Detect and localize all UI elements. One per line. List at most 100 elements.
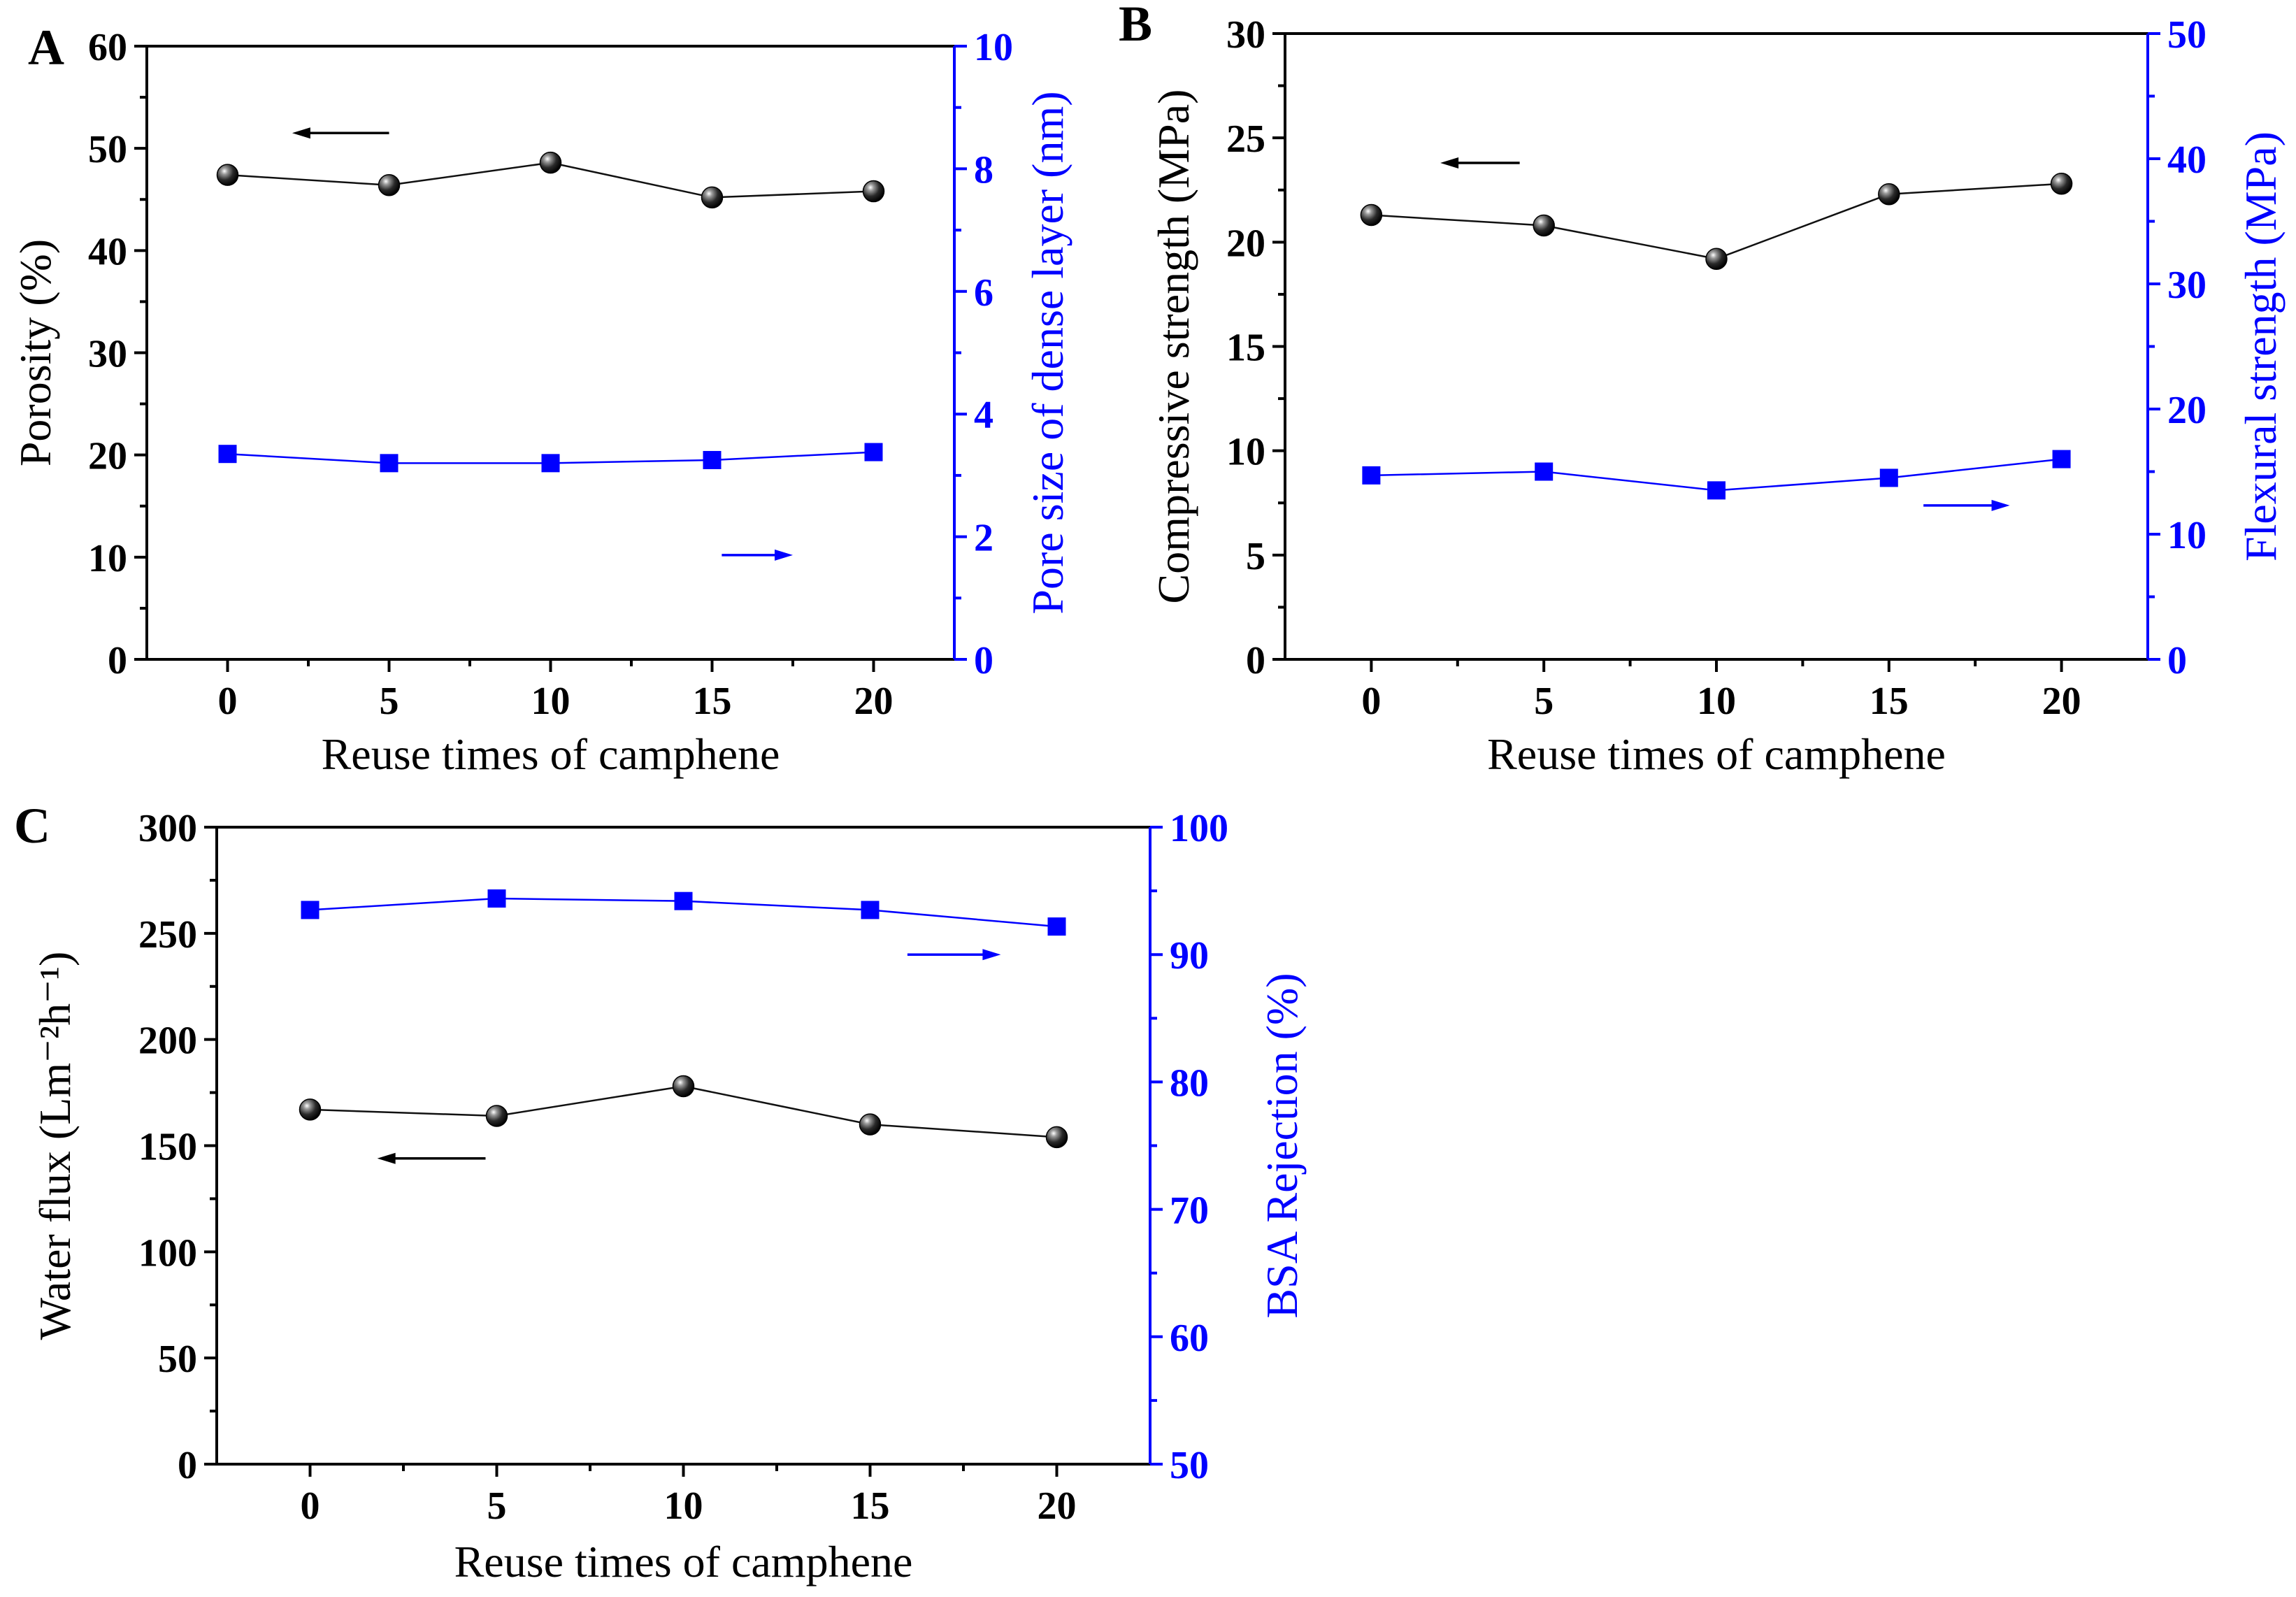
right-y-tick-label: 20	[2167, 389, 2207, 432]
right-y-tick-label: 90	[1170, 934, 1209, 977]
left-y-tick-label: 150	[138, 1126, 197, 1169]
data-point-square	[380, 454, 399, 473]
data-point-sphere	[539, 151, 562, 174]
x-tick-label: 0	[301, 1484, 320, 1528]
right-y-tick-label: 6	[974, 271, 993, 315]
arrow-head-left	[1440, 157, 1459, 169]
panel-b: B 0 5 10 15 20 0 5 10 15 20 25 30 0 10 20 30 40 50 Reuse ti…	[1119, 0, 2286, 779]
right-y-tick-label: 40	[2167, 138, 2207, 182]
left-y-tick-label: 5	[1246, 535, 1265, 578]
right-y-tick-label: 100	[1170, 807, 1228, 850]
data-point-square	[864, 443, 883, 461]
x-tick-label: 5	[1534, 680, 1554, 723]
right-y-tick-label: 0	[2167, 639, 2187, 682]
x-tick-label: 10	[664, 1484, 703, 1528]
data-point-square	[703, 450, 722, 469]
arrow-head-right	[775, 549, 793, 561]
data-point-square	[1879, 468, 1898, 487]
data-point-sphere	[1360, 203, 1383, 227]
data-point-square	[2052, 450, 2071, 468]
right-y-tick-label: 2	[974, 517, 993, 560]
data-point-sphere	[2050, 173, 2073, 195]
series-line-left	[1371, 182, 2062, 260]
x-tick-label: 20	[854, 680, 894, 723]
right-y-tick-label: 70	[1170, 1189, 1209, 1233]
right-y-axis-title: Pore size of dense layer (nm)	[1023, 91, 1072, 614]
left-y-tick-label: 0	[178, 1444, 197, 1487]
left-y-tick-label: 25	[1226, 117, 1265, 161]
left-y-tick-label: 100	[138, 1231, 197, 1275]
left-y-tick-label: 50	[158, 1338, 197, 1381]
data-point-sphere	[1705, 248, 1728, 270]
panel-c: C0 5 10 15 200501001502002503005060708090100…	[14, 798, 1307, 1587]
left-y-tick-label: 50	[88, 128, 127, 171]
x-tick-label: 15	[1870, 680, 1909, 723]
arrow-head-right	[1991, 499, 2010, 511]
left-y-tick-label: 300	[138, 807, 197, 850]
right-y-tick-label: 8	[974, 148, 993, 192]
x-tick-label: 5	[487, 1484, 507, 1528]
left-y-tick-label: 20	[1226, 222, 1265, 265]
panel-letter: A	[28, 20, 64, 76]
left-y-tick-label: 0	[1246, 639, 1265, 682]
panel-a: A 0 5 10 15 20 0 10 20 30 40 50 60 0 2 4 6 8 10 Reuse times…	[10, 20, 1072, 779]
data-point-sphere	[378, 174, 401, 196]
right-y-axis-title: Flexural strength (MPa)	[2236, 131, 2286, 561]
data-point-sphere	[672, 1075, 695, 1098]
left-y-axis-title: Porosity (%)	[10, 239, 60, 466]
left-y-axis-title: Compressive strength (MPa)	[1149, 89, 1198, 604]
right-y-tick-label: 10	[974, 26, 1013, 69]
x-tick-label: 10	[531, 680, 571, 723]
left-y-tick-label: 15	[1226, 327, 1265, 370]
x-tick-label: 15	[851, 1484, 890, 1528]
data-point-square	[218, 445, 237, 464]
data-point-sphere	[216, 164, 239, 186]
data-point-square	[861, 901, 880, 919]
data-point-square	[487, 889, 506, 908]
data-point-sphere	[1878, 182, 1900, 206]
x-tick-label: 0	[1361, 680, 1381, 723]
data-point-square	[301, 901, 320, 919]
x-tick-label: 20	[1038, 1484, 1077, 1528]
right-y-tick-label: 50	[2167, 13, 2207, 57]
arrow-head-left	[292, 127, 310, 139]
left-y-tick-label: 200	[138, 1019, 197, 1063]
data-point-square	[541, 454, 560, 473]
data-point-sphere	[1533, 214, 1555, 237]
panel-letter: B	[1119, 0, 1152, 52]
x-tick-label: 10	[1697, 680, 1736, 723]
data-point-sphere	[859, 1113, 882, 1136]
right-y-tick-label: 80	[1170, 1061, 1209, 1105]
x-axis-title: Reuse times of camphene	[1487, 729, 1946, 779]
x-tick-label: 5	[380, 680, 399, 723]
data-point-square	[674, 891, 693, 910]
data-point-square	[1535, 462, 1554, 481]
data-point-sphere	[862, 180, 885, 203]
left-y-tick-label: 30	[1226, 13, 1265, 57]
left-y-tick-label: 10	[1226, 431, 1265, 474]
data-point-square	[1362, 466, 1381, 485]
right-y-tick-label: 60	[1170, 1317, 1209, 1360]
right-y-tick-label: 30	[2167, 264, 2207, 307]
left-y-tick-label: 0	[108, 639, 127, 682]
x-tick-label: 0	[218, 680, 238, 723]
arrow-head-right	[982, 949, 1001, 961]
x-tick-label: 20	[2042, 680, 2081, 723]
right-y-tick-label: 4	[974, 394, 993, 437]
left-y-axis-title: Water flux (Lm⁻²h⁻¹)	[30, 952, 80, 1340]
data-point-square	[1047, 917, 1066, 936]
right-y-tick-label: 0	[974, 639, 993, 682]
left-y-tick-label: 40	[88, 230, 127, 273]
right-y-tick-label: 50	[1170, 1444, 1209, 1487]
left-y-tick-label: 10	[88, 537, 127, 580]
data-point-sphere	[485, 1105, 508, 1127]
data-point-sphere	[1045, 1126, 1068, 1149]
x-axis-title: Reuse times of camphene	[454, 1537, 913, 1587]
x-tick-label: 15	[693, 680, 732, 723]
data-point-sphere	[701, 186, 724, 209]
left-y-tick-label: 60	[88, 26, 127, 69]
right-y-axis-title: BSA Rejection (%)	[1257, 973, 1307, 1318]
left-y-tick-label: 20	[88, 435, 127, 478]
left-y-tick-label: 250	[138, 913, 197, 957]
